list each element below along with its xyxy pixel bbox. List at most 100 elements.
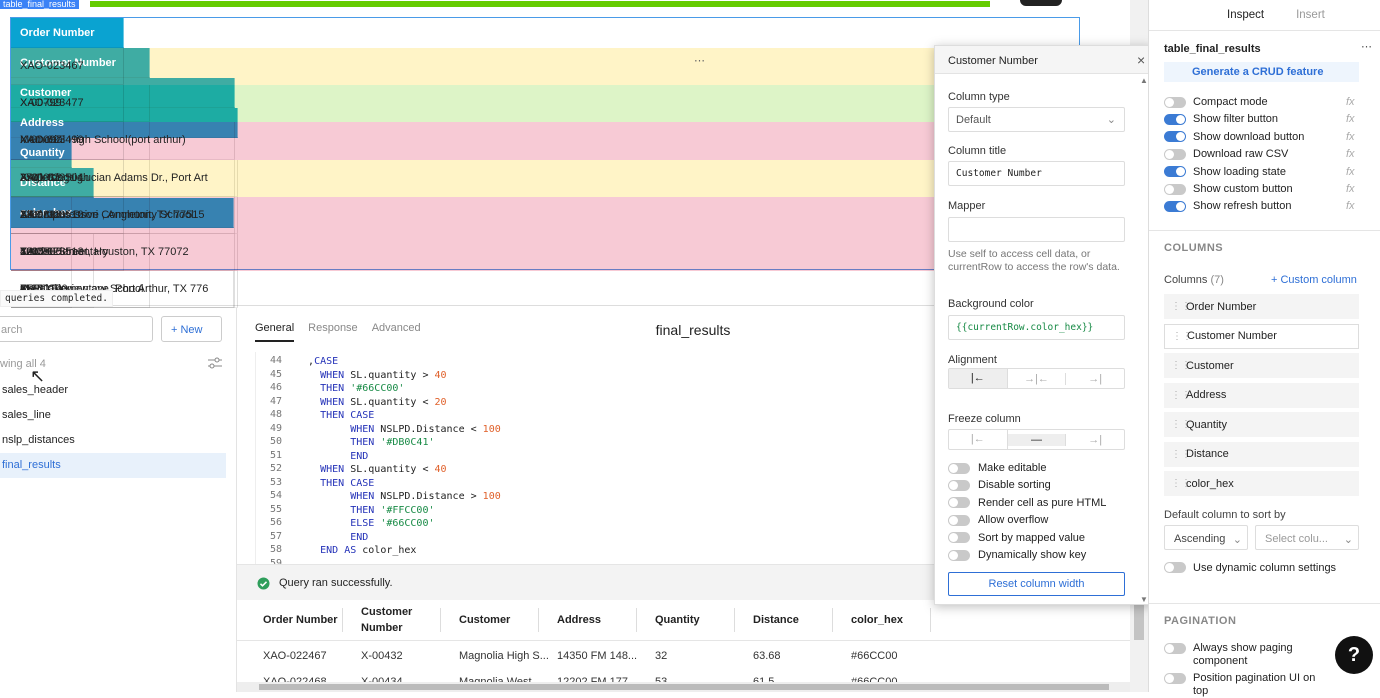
header-cell[interactable]: Customer (459, 608, 539, 632)
toggle-row[interactable]: Render cell as pure HTML (948, 497, 1128, 509)
toggle[interactable] (1164, 131, 1186, 142)
column-item[interactable]: Customer Number⋮⋮ (1164, 324, 1359, 349)
text-input[interactable]: {{currentRow.color_hex}} (948, 315, 1125, 340)
fx: fx (1346, 166, 1355, 178)
filter-icon[interactable] (207, 357, 223, 369)
toggle-row[interactable]: Show refresh buttonfx (1164, 200, 1364, 212)
h-scrollbar[interactable] (237, 682, 1130, 692)
cell: 63.68 (753, 650, 781, 662)
crud-link[interactable]: Generate a CRUD feature (1164, 62, 1359, 82)
toggle[interactable] (1164, 673, 1186, 684)
header-cell[interactable]: Quantity (655, 608, 735, 632)
query-item[interactable]: nslp_distances (0, 428, 226, 453)
toggle[interactable] (948, 515, 970, 526)
column-item[interactable]: color_hex⋮⋮ (1164, 471, 1359, 496)
code-editor[interactable]: 44 ,CASE45 WHEN SL.quantity > 4046 THEN … (255, 352, 935, 564)
component-tag[interactable]: table_final_results (0, 0, 79, 9)
sort-column[interactable]: Select colu...⌄ (1255, 525, 1359, 550)
freeze-right[interactable]: →| (1066, 434, 1124, 446)
toggle[interactable] (1164, 166, 1186, 177)
text-input[interactable]: Customer Number (948, 161, 1125, 186)
sort-order[interactable]: Ascending⌄ (1164, 525, 1248, 550)
tab[interactable]: Response (308, 322, 358, 342)
header-cell[interactable]: Customer Number (361, 608, 441, 632)
toggle[interactable] (948, 550, 970, 561)
close-button[interactable]: × (1137, 52, 1145, 68)
toggle-label: Always show paging component (1193, 642, 1324, 668)
table-row[interactable]: XAO-023467X-00799Memorial High School(po… (11, 48, 1079, 85)
toggle[interactable] (948, 463, 970, 474)
toggle-row[interactable]: Show custom buttonfx (1164, 183, 1364, 195)
fx: fx (1346, 148, 1355, 160)
h-scroll-thumb[interactable] (259, 684, 1109, 690)
toggle[interactable] (1164, 114, 1186, 125)
query-item[interactable]: final_results (0, 453, 226, 478)
label: Mapper (948, 200, 985, 212)
drag-handle: ⋮⋮ (1171, 360, 1191, 371)
toggle[interactable] (948, 497, 970, 508)
align-left[interactable]: |← (949, 369, 1008, 388)
new-button[interactable]: + New (161, 316, 222, 342)
toggle[interactable] (1164, 149, 1186, 160)
toggle[interactable] (1164, 643, 1186, 654)
tab[interactable]: Insert (1282, 9, 1325, 21)
custom-column[interactable]: + Custom column (1271, 274, 1357, 286)
align-center[interactable]: →|← (1008, 373, 1067, 385)
toggle-row[interactable]: Position pagination UI on top (1164, 672, 1324, 698)
toggle[interactable] (948, 532, 970, 543)
editor-tabs: General Response Advanced (255, 322, 421, 342)
tab[interactable]: Inspect (1213, 9, 1264, 21)
tab[interactable]: General (255, 322, 294, 342)
toggle[interactable] (1164, 201, 1186, 212)
code-line: THEN '#FFCC00' (296, 504, 435, 518)
freeze-group[interactable]: |← — →| (948, 429, 1125, 450)
column-item[interactable]: Distance⋮⋮ (1164, 442, 1359, 467)
toggle[interactable] (948, 480, 970, 491)
header-cell[interactable]: color_hex (851, 608, 931, 632)
query-item[interactable]: sales_line (0, 403, 226, 428)
toggle-row[interactable]: Make editable (948, 462, 1128, 474)
header-cell[interactable]: Distance (753, 608, 833, 632)
toggle-row[interactable]: Compact modefx (1164, 96, 1364, 108)
select[interactable]: Default⌄ (948, 107, 1125, 132)
header-cell[interactable]: Order Number (11, 18, 124, 48)
chevron: ⌄ (1344, 533, 1353, 546)
toggle[interactable] (1164, 562, 1186, 573)
toggle-row[interactable]: Sort by mapped value (948, 532, 1128, 544)
cell: XAO-022467 (263, 650, 327, 662)
search-input[interactable]: arch (0, 316, 153, 342)
toggle-row[interactable]: Allow overflow (948, 514, 1128, 526)
toggle-row[interactable]: Always show paging component (1164, 642, 1324, 668)
align-right[interactable]: →| (1066, 373, 1124, 385)
toggle-row[interactable]: Download raw CSVfx (1164, 148, 1364, 160)
toggle-row[interactable]: Disable sorting (948, 479, 1128, 491)
code-line: ELSE '#66CC00' (296, 517, 435, 531)
toggle[interactable] (1164, 97, 1186, 108)
mapper-input[interactable] (948, 217, 1125, 242)
column-item[interactable]: Customer⋮⋮ (1164, 353, 1359, 378)
column-item[interactable]: Order Number⋮⋮ (1164, 294, 1359, 319)
alignment-group[interactable]: |← →|← →| (948, 368, 1125, 389)
table-row[interactable]: XAO-023477X-00097Angleton High1 Campus D… (11, 85, 1079, 122)
toggle-row[interactable]: Show loading statefx (1164, 166, 1364, 178)
column-item[interactable]: Address⋮⋮ (1164, 383, 1359, 408)
column-item[interactable]: Quantity⋮⋮ (1164, 412, 1359, 437)
cell-menu[interactable]: ⋯ (694, 54, 705, 67)
cursor: ↖ (30, 366, 45, 387)
header-cell[interactable]: Address (557, 608, 637, 632)
popover-title: Customer Number (948, 55, 1038, 67)
freeze-none[interactable]: — (1008, 434, 1067, 446)
table[interactable]: Order NumberCustomer NumberCustomerAddre… (10, 17, 1080, 270)
toggle-row[interactable]: Show download buttonfx (1164, 131, 1364, 143)
toggle[interactable] (1164, 184, 1186, 195)
toggle-row[interactable]: Dynamically show key (948, 549, 1128, 561)
help-button[interactable]: ? (1335, 636, 1373, 674)
header-cell[interactable]: Order Number (263, 608, 343, 632)
tab[interactable]: Advanced (372, 322, 421, 342)
toggle-row[interactable]: Show filter buttonfx (1164, 113, 1364, 125)
freeze-left[interactable]: |← (949, 430, 1008, 449)
fx: fx (1346, 200, 1355, 212)
dynamic-toggle[interactable]: Use dynamic column settings (1164, 562, 1344, 575)
more-menu[interactable]: ⋯ (1361, 40, 1372, 53)
reset-button[interactable]: Reset column width (948, 572, 1125, 596)
